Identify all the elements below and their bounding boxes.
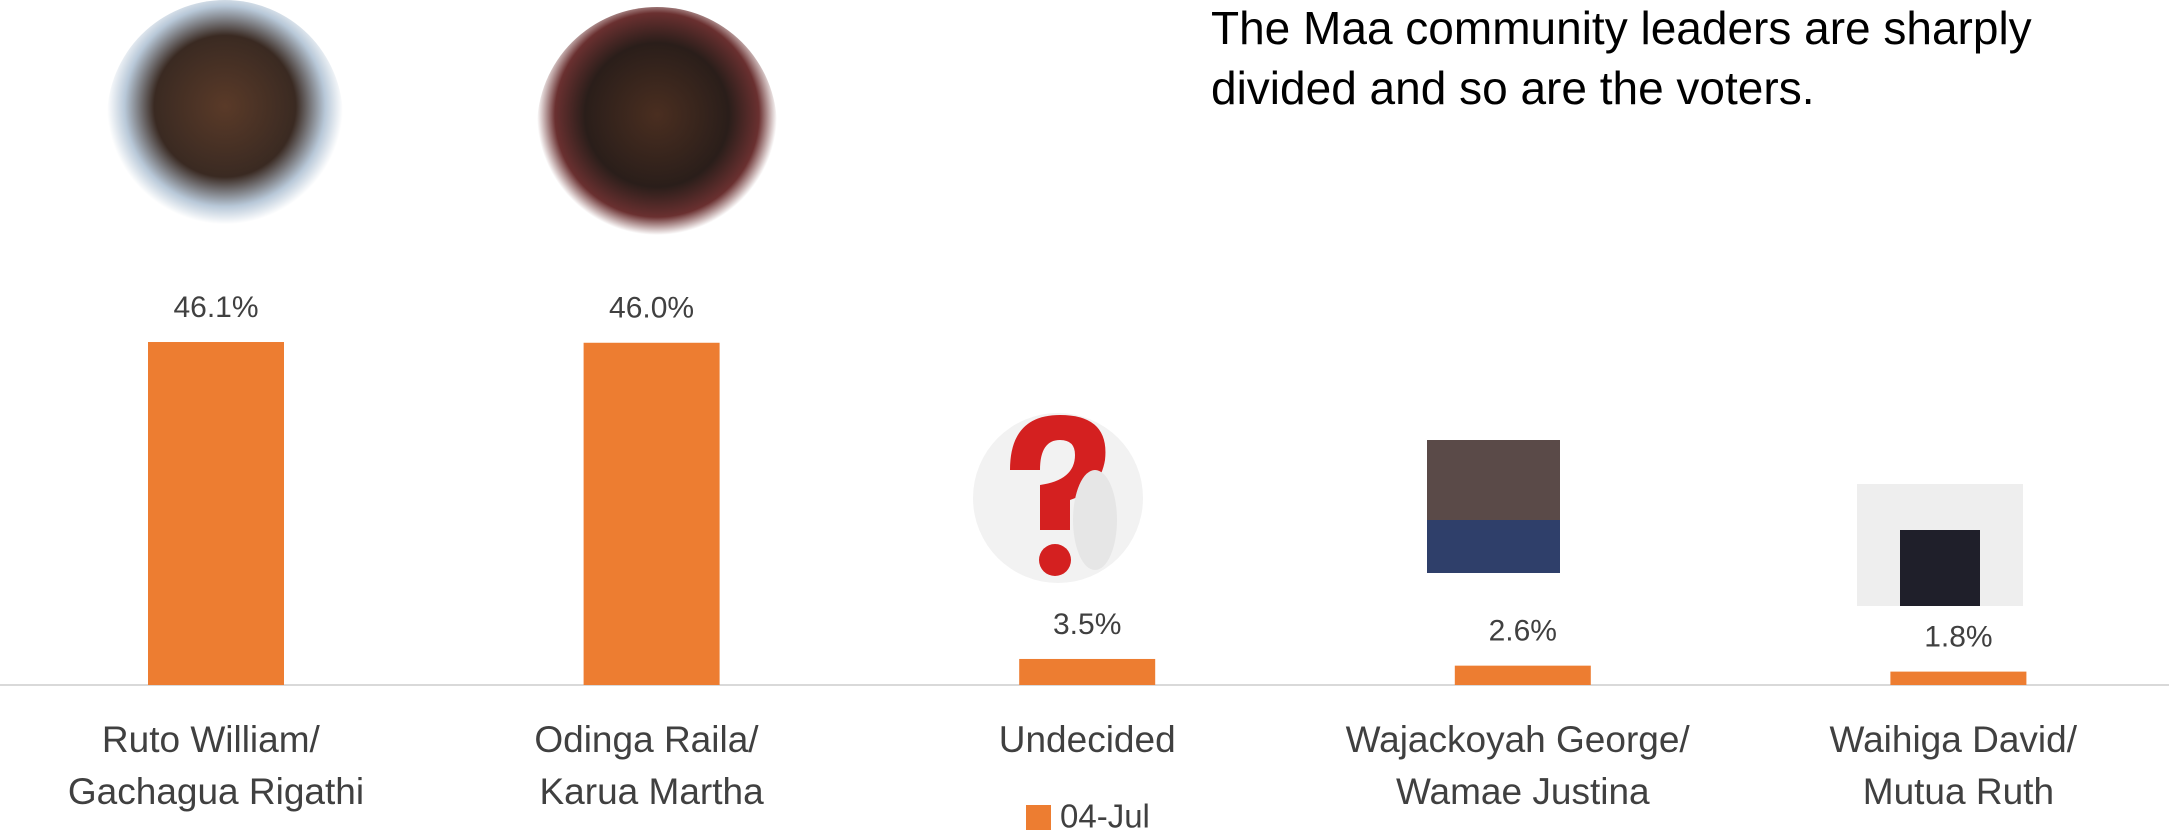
value-label: 46.0% [609,292,694,325]
legend-label: 04-Jul [1060,798,1150,835]
value-label: 46.1% [173,291,258,324]
x-tick-label-line: Wajackoyah George/ [1346,719,1700,760]
bar [1454,665,1591,685]
portrait [107,0,343,236]
portrait [537,7,777,247]
x-tick-label: Odinga Raila/ Karua Martha [534,719,768,812]
portrait-detail [1427,520,1560,573]
annotation: divided and so are the voters. [1211,62,1814,114]
value-label: 1.8% [1924,621,1992,654]
x-tick-label-line: Gachagua Rigathi [68,771,364,812]
x-tick-label-line: Ruto William/ [102,719,330,760]
x-tick-label-line: Mutua Ruth [1863,771,2054,812]
question-figure [973,413,1143,583]
annotation: The Maa community leaders are sharply [1211,2,2032,54]
x-tick-label-line: Karua Martha [540,771,765,812]
bar [1019,658,1156,685]
x-tick-label: Undecided [999,719,1176,760]
bar [583,342,720,685]
bar [148,342,284,685]
x-tick-label-line: Wamae Justina [1396,771,1650,812]
bar [1890,671,2027,685]
x-tick-label: Ruto William/ Gachagua Rigathi [68,719,364,812]
x-tick-label: Waihiga David/ Mutua Ruth [1830,719,2088,812]
x-tick-label-line: Waihiga David/ [1830,719,2088,760]
value-label: 3.5% [1053,608,1121,641]
x-tick-label-line: Odinga Raila/ [534,719,768,760]
portrait-detail [1900,530,1980,606]
value-label: 2.6% [1489,615,1557,648]
x-tick-label: Wajackoyah George/ Wamae Justina [1346,719,1700,812]
legend-swatch [1026,805,1051,830]
